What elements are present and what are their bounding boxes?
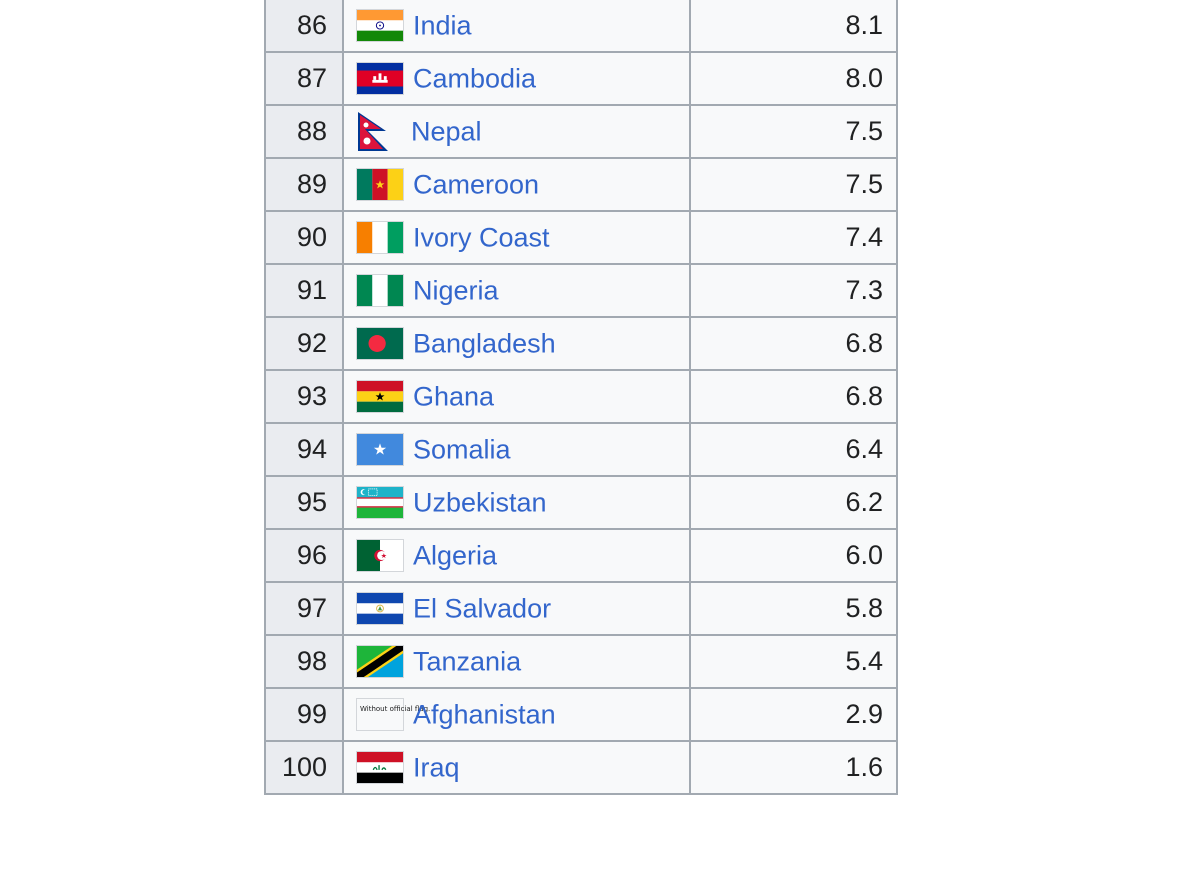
country-cell: Without official flag. Afghanistan [342, 687, 691, 742]
value-cell: 6.2 [689, 475, 898, 530]
table-row: 90 Ivory Coast 7.4 [264, 210, 898, 265]
value-cell: 2.9 [689, 687, 898, 742]
ranking-table: 86 India 8.1 87 [264, 0, 898, 795]
table-row: 99 Without official flag. Afghanistan 2.… [264, 687, 898, 742]
country-link[interactable]: Afghanistan [413, 699, 556, 730]
country-link[interactable]: Cameroon [413, 169, 540, 200]
value-cell: 6.4 [689, 422, 898, 477]
somalia-flag-icon [356, 433, 404, 467]
country-cell: Uzbekistan [342, 475, 691, 530]
value-cell: 6.8 [689, 316, 898, 371]
country-cell: El Salvador [342, 581, 691, 636]
country-link[interactable]: Tanzania [413, 646, 522, 677]
india-flag-icon [356, 9, 404, 43]
value-cell: 6.8 [689, 369, 898, 424]
rank-cell: 95 [264, 475, 344, 530]
el-salvador-flag-icon [356, 592, 404, 626]
nigeria-flag-icon [356, 274, 404, 308]
table-row: 96 Algeria 6.0 [264, 528, 898, 583]
country-cell: Ghana [342, 369, 691, 424]
country-cell: Tanzania [342, 634, 691, 689]
country-link[interactable]: Ghana [413, 381, 495, 412]
table-row: 87 Cambodia 8.0 [264, 51, 898, 106]
ghana-flag-icon [356, 380, 404, 414]
rank-cell: 92 [264, 316, 344, 371]
country-cell: Nepal [342, 104, 691, 159]
table-row: 93 Ghana 6.8 [264, 369, 898, 424]
value-cell: 8.1 [689, 0, 898, 53]
uzbekistan-flag-icon [356, 486, 404, 520]
country-link[interactable]: El Salvador [413, 593, 552, 624]
country-link[interactable]: Uzbekistan [413, 487, 547, 518]
rank-cell: 94 [264, 422, 344, 477]
country-link[interactable]: Nigeria [413, 275, 499, 306]
table-row: 100 Iraq 1.6 [264, 740, 898, 795]
value-cell: 5.4 [689, 634, 898, 689]
nepal-flag-icon [356, 111, 402, 153]
country-cell: Ivory Coast [342, 210, 691, 265]
country-cell: India [342, 0, 691, 53]
rank-cell: 100 [264, 740, 344, 795]
value-cell: 1.6 [689, 740, 898, 795]
table-row: 98 Tanzania 5.4 [264, 634, 898, 689]
country-cell: Cambodia [342, 51, 691, 106]
table-row: 91 Nigeria 7.3 [264, 263, 898, 318]
tanzania-flag-icon [356, 645, 404, 679]
table-row: 86 India 8.1 [264, 0, 898, 53]
rank-cell: 91 [264, 263, 344, 318]
table-row: 92 Bangladesh 6.8 [264, 316, 898, 371]
rank-cell: 93 [264, 369, 344, 424]
rank-cell: 97 [264, 581, 344, 636]
country-link[interactable]: Cambodia [413, 63, 537, 94]
rank-cell: 96 [264, 528, 344, 583]
value-cell: 7.3 [689, 263, 898, 318]
table-row: 97 El Salvador 5.8 [264, 581, 898, 636]
country-link[interactable]: Algeria [413, 540, 498, 571]
value-cell: 6.0 [689, 528, 898, 583]
table-row: 89 Cameroon 7.5 [264, 157, 898, 212]
rank-cell: 99 [264, 687, 344, 742]
rank-cell: 88 [264, 104, 344, 159]
table-row: 88 Nepal 7.5 [264, 104, 898, 159]
value-cell: 7.5 [689, 104, 898, 159]
country-cell: Bangladesh [342, 316, 691, 371]
country-link[interactable]: Nepal [411, 116, 482, 146]
rank-cell: 86 [264, 0, 344, 53]
country-cell: Iraq [342, 740, 691, 795]
country-link[interactable]: Iraq [413, 752, 460, 783]
rank-cell: 90 [264, 210, 344, 265]
country-link[interactable]: Somalia [413, 434, 511, 465]
country-cell: Algeria [342, 528, 691, 583]
rank-cell: 87 [264, 51, 344, 106]
table-row: 94 Somalia 6.4 [264, 422, 898, 477]
value-cell: 7.4 [689, 210, 898, 265]
country-link[interactable]: Ivory Coast [413, 222, 550, 253]
no-flag-note: Without official flag. [360, 705, 431, 714]
rank-cell: 98 [264, 634, 344, 689]
table-row: 95 Uzbekistan 6.2 [264, 475, 898, 530]
value-cell: 5.8 [689, 581, 898, 636]
value-cell: 7.5 [689, 157, 898, 212]
country-link[interactable]: India [413, 10, 472, 41]
value-cell: 8.0 [689, 51, 898, 106]
country-cell: Somalia [342, 422, 691, 477]
algeria-flag-icon [356, 539, 404, 573]
country-cell: Nigeria [342, 263, 691, 318]
cameroon-flag-icon [356, 168, 404, 202]
bangladesh-flag-icon [356, 327, 404, 361]
cambodia-flag-icon [356, 62, 404, 96]
rank-cell: 89 [264, 157, 344, 212]
iraq-flag-icon [356, 751, 404, 785]
country-cell: Cameroon [342, 157, 691, 212]
country-link[interactable]: Bangladesh [413, 328, 556, 359]
ivory-coast-flag-icon [356, 221, 404, 255]
no-flag-placeholder-icon: Without official flag. [356, 698, 431, 732]
